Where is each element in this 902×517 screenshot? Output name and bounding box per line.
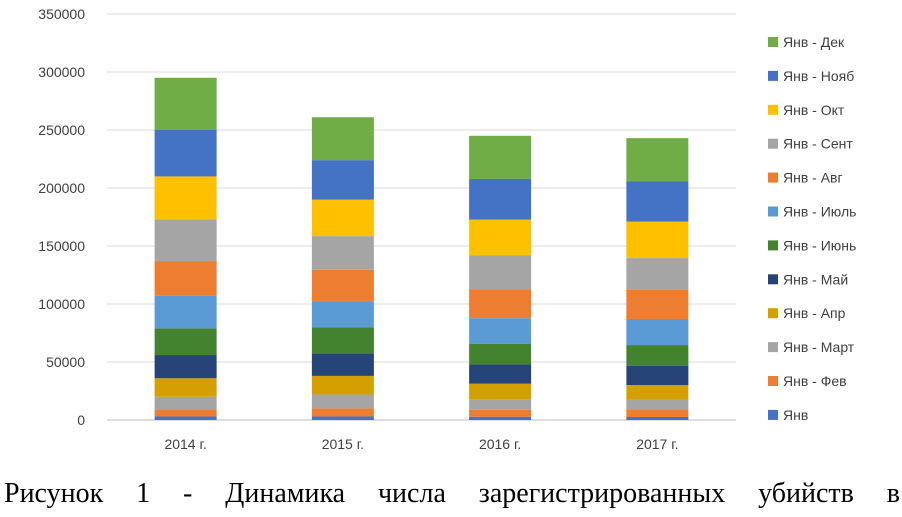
bar-segment [469,255,532,290]
legend-swatch [768,104,778,115]
bar-segment [626,289,689,319]
bars [154,77,689,420]
y-tick-label: 50000 [46,354,85,370]
bar-segment [626,410,689,417]
y-tick-label: 100000 [38,296,85,312]
bar-segment [469,178,532,220]
legend-swatch [768,70,778,81]
y-axis-ticks: 0 50000 100000 150000 200000 250000 300000 3500… [38,6,85,428]
legend-label: Янв - Авг [783,170,843,186]
y-tick-label: 150000 [38,238,85,254]
bar-segment [626,345,689,366]
legend-label: Янв - Сент [783,136,853,152]
legend-swatch [768,342,778,353]
legend-label: Янв - Май [783,271,848,287]
legend-label: Янв - Фев [783,373,847,389]
bar-segment [626,385,689,400]
bar-segment [626,399,689,411]
legend-label: Янв - Апр [783,305,846,321]
bar-segment [469,409,532,417]
y-tick-label: 350000 [38,6,85,22]
bar-segment [154,219,217,262]
bar-segment [154,130,217,177]
legend-swatch [768,308,778,319]
bar-segment [154,378,217,397]
bar-segment [154,396,217,410]
bar-segment [469,416,532,420]
bar-segment [311,353,374,376]
bar-segment [154,295,217,329]
bar-segment [154,416,217,420]
y-tick-label: 0 [77,412,85,428]
bar-segment [311,394,374,409]
x-tick-label: 2016 г. [479,436,521,452]
x-tick-label: 2014 г. [164,436,206,452]
bar-segment [626,138,689,182]
figure-caption: Рисунок 1 - Динамика числа зарегистриров… [4,478,900,509]
legend-swatch [768,37,778,47]
bar-segment [311,160,374,200]
bar-segment [626,221,689,259]
bar-segment [469,399,532,410]
legend-label: Янв - Дек [783,34,845,50]
legend-swatch [768,206,778,217]
x-tick-label: 2017 г. [636,436,678,452]
bar-segment [469,383,532,400]
bar-segment [469,364,532,384]
y-tick-label: 250000 [38,122,85,138]
bar-segment [469,343,532,365]
bar-segment [626,181,689,222]
legend-swatch [768,409,778,420]
legend-label: Янв [783,407,808,423]
bar-segment [311,408,374,417]
bar-segment [154,176,217,220]
stacked-bar-chart: 0 50000 100000 150000 200000 250000 300000 3500… [38,6,856,452]
legend-label: Янв - Нояб [783,68,854,84]
bar-segment [311,199,374,237]
bar-segment [469,135,532,179]
bar-segment [311,301,374,328]
bar-segment [154,261,217,296]
bar-segment [311,375,374,395]
legend-swatch [768,138,778,149]
y-tick-label: 300000 [38,64,85,80]
legend-label: Янв - Март [783,339,855,355]
bar-segment [311,416,374,420]
bar-segment [311,327,374,354]
bar-segment [154,328,217,356]
bar-segment [626,318,689,346]
x-tick-label: 2015 г. [322,436,364,452]
y-tick-label: 200000 [38,180,85,196]
legend-swatch [768,376,778,386]
bar-segment [154,77,217,130]
bar-segment [469,289,532,319]
legend: Янв - Дек Янв - Нояб Янв - Окт Янв - Сент Ян… [768,34,856,423]
legend-swatch [768,274,778,285]
legend-swatch [768,240,778,251]
legend-label: Янв - Июнь [783,237,856,253]
bar-segment [311,236,374,270]
bar-segment [311,117,374,161]
x-axis-ticks: 2014 г. 2015 г. 2016 г. 2017 г. [164,436,678,452]
bar-segment [626,365,689,386]
legend-label: Янв - Июль [783,204,856,220]
bar-segment [154,409,217,417]
bar-segment [626,416,689,420]
bar-segment [311,269,374,302]
legend-swatch [768,172,778,183]
bar-segment [469,318,532,344]
bar-segment [626,258,689,290]
legend-label: Янв - Окт [783,102,845,118]
bar-segment [154,355,217,379]
bar-segment [469,219,532,256]
